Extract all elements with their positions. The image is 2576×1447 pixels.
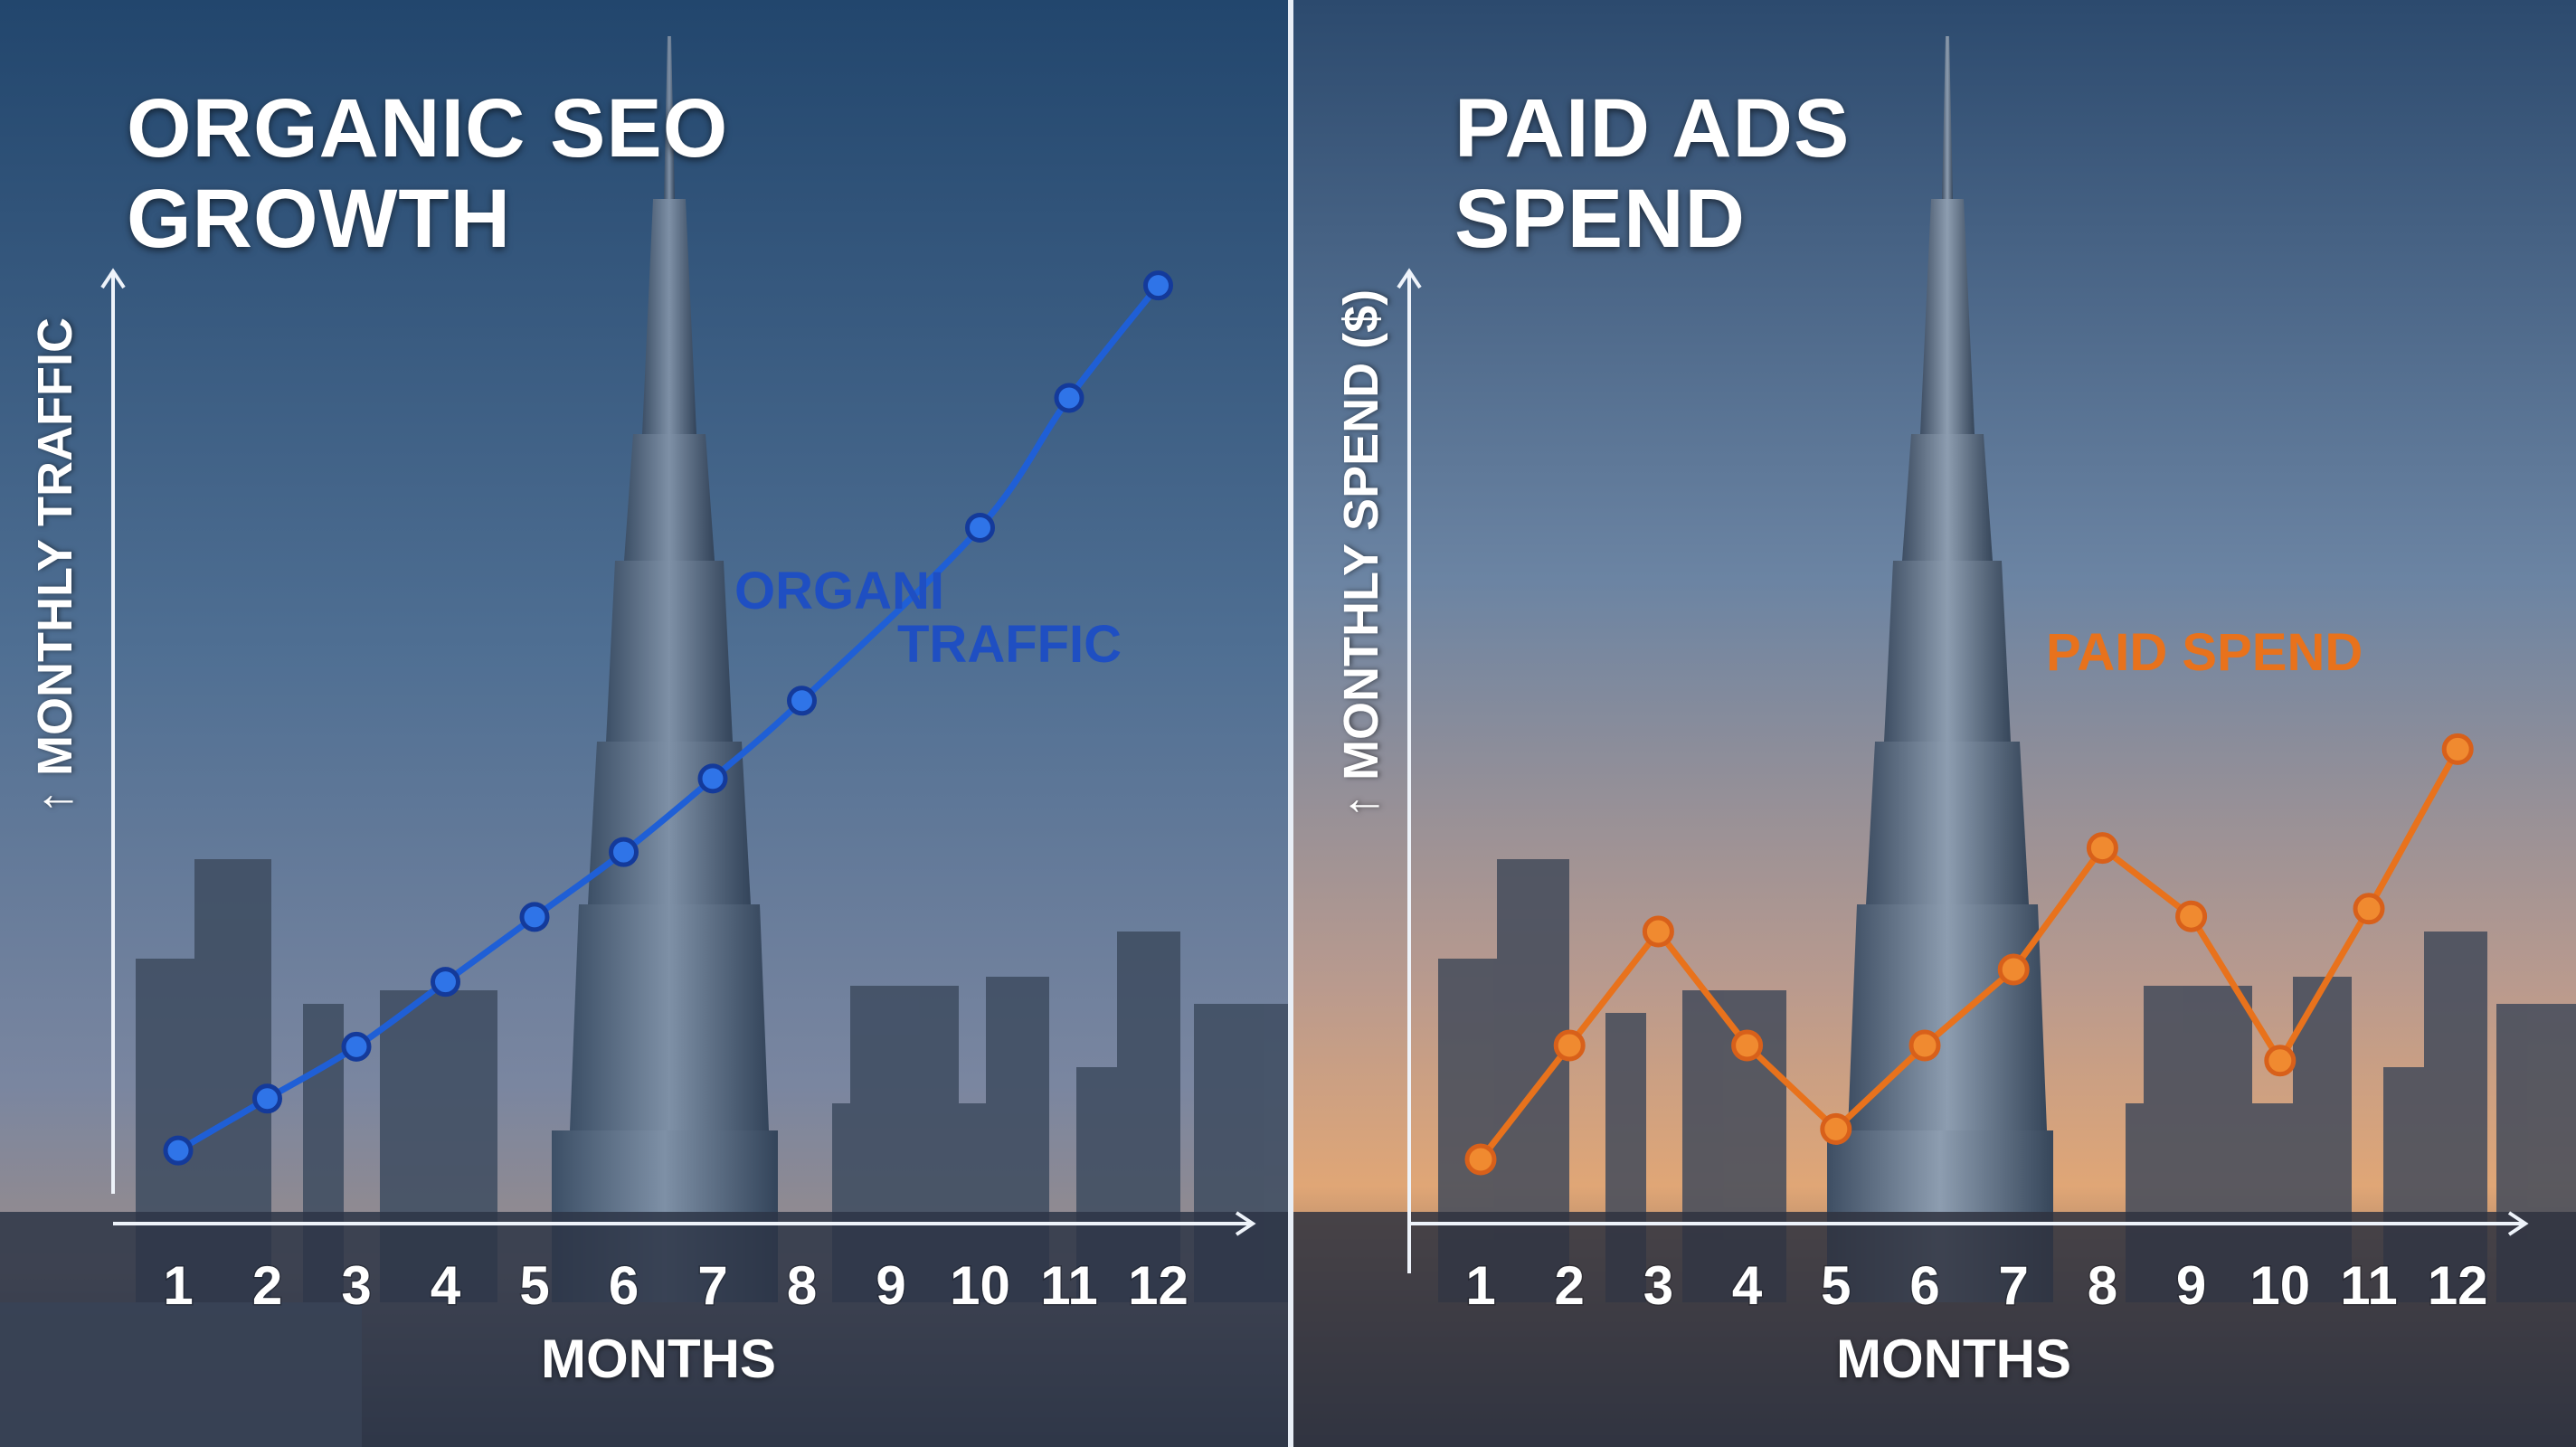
x-tick-label: 1 (1465, 1255, 1495, 1316)
x-tick-label: 11 (2340, 1255, 2397, 1316)
data-point (787, 686, 817, 716)
data-point (1731, 1029, 1764, 1062)
series-line (1477, 745, 2461, 1163)
x-axis-arrowhead (2507, 1211, 2529, 1236)
data-point (1143, 270, 1173, 301)
data-point (2264, 1045, 2297, 1077)
paid-spend-chart: 1 2 3 4 5 6 7 8 9 10 11 12 (1397, 268, 2529, 1318)
x-tick-label: 12 (1128, 1255, 1189, 1316)
data-point (697, 763, 728, 794)
data-point (252, 1083, 282, 1114)
series-label-paid-spend: PAID SPEND (2046, 623, 2363, 682)
data-point (1642, 915, 1674, 948)
x-axis-label: MONTHS (1836, 1329, 2071, 1389)
data-point (1908, 1029, 1941, 1062)
x-axis-arrowhead (1235, 1211, 1256, 1236)
x-tick-label: 9 (876, 1255, 905, 1316)
y-axis-arrowhead (1397, 268, 1422, 289)
data-point (609, 837, 639, 867)
data-point (2441, 733, 2474, 765)
data-point (1820, 1112, 1852, 1145)
series-line (175, 282, 1161, 1154)
x-tick-label: 7 (1999, 1255, 2029, 1316)
data-point (163, 1135, 194, 1166)
x-tick-label: 4 (1732, 1255, 1763, 1316)
city-skyline-background (0, 0, 1288, 1447)
data-point (341, 1031, 372, 1062)
x-tick-label: 4 (431, 1255, 461, 1316)
data-point (1054, 383, 1084, 413)
x-tick-label: 3 (1643, 1255, 1673, 1316)
x-tick-label: 6 (1909, 1255, 1939, 1316)
data-point (2086, 832, 2118, 865)
x-tick-label: 5 (1821, 1255, 1851, 1316)
x-tick-label: 10 (950, 1255, 1010, 1316)
x-tick-label: 7 (697, 1255, 727, 1316)
data-point (2175, 900, 2208, 932)
data-point (2353, 893, 2385, 925)
chart-title: ORGANIC SEO GROWTH (127, 82, 729, 265)
x-tick-label: 1 (163, 1255, 193, 1316)
x-tick-label: 8 (2088, 1255, 2117, 1316)
data-point (431, 967, 460, 998)
chart-title: PAID ADS SPEND (1454, 82, 1851, 265)
x-tick-label: 3 (341, 1255, 371, 1316)
organic-traffic-chart: 1 2 3 4 5 6 7 8 9 10 11 12 (100, 268, 1256, 1318)
x-tick-label: 5 (519, 1255, 549, 1316)
x-axis-label: MONTHS (541, 1329, 776, 1389)
x-tick-label: 6 (609, 1255, 639, 1316)
data-point (1464, 1143, 1497, 1176)
data-point (519, 902, 550, 932)
x-tick-label: 12 (2428, 1255, 2488, 1316)
city-skyline-background (1293, 0, 2576, 1447)
x-tick-label: 9 (2176, 1255, 2206, 1316)
x-tick-label: 2 (252, 1255, 282, 1316)
x-tick-label: 10 (2249, 1255, 2310, 1316)
x-tick-label: 11 (1040, 1255, 1097, 1316)
series-label-organic-traffic: ORGANI TRAFFIC (734, 562, 1122, 674)
data-point (965, 512, 995, 543)
x-tick-label: 8 (787, 1255, 817, 1316)
data-point (1997, 953, 2030, 986)
x-tick-label: 2 (1555, 1255, 1585, 1316)
panel-divider (1288, 0, 1293, 1447)
y-axis-arrowhead (100, 268, 126, 289)
data-point (1553, 1029, 1586, 1062)
